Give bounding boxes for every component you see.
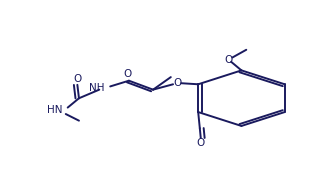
Text: HN: HN bbox=[47, 105, 63, 115]
Text: O: O bbox=[124, 69, 132, 79]
Text: NH: NH bbox=[89, 82, 105, 92]
Text: O: O bbox=[73, 74, 81, 84]
Text: O: O bbox=[225, 55, 233, 65]
Text: O: O bbox=[197, 139, 205, 149]
Text: O: O bbox=[173, 78, 181, 88]
